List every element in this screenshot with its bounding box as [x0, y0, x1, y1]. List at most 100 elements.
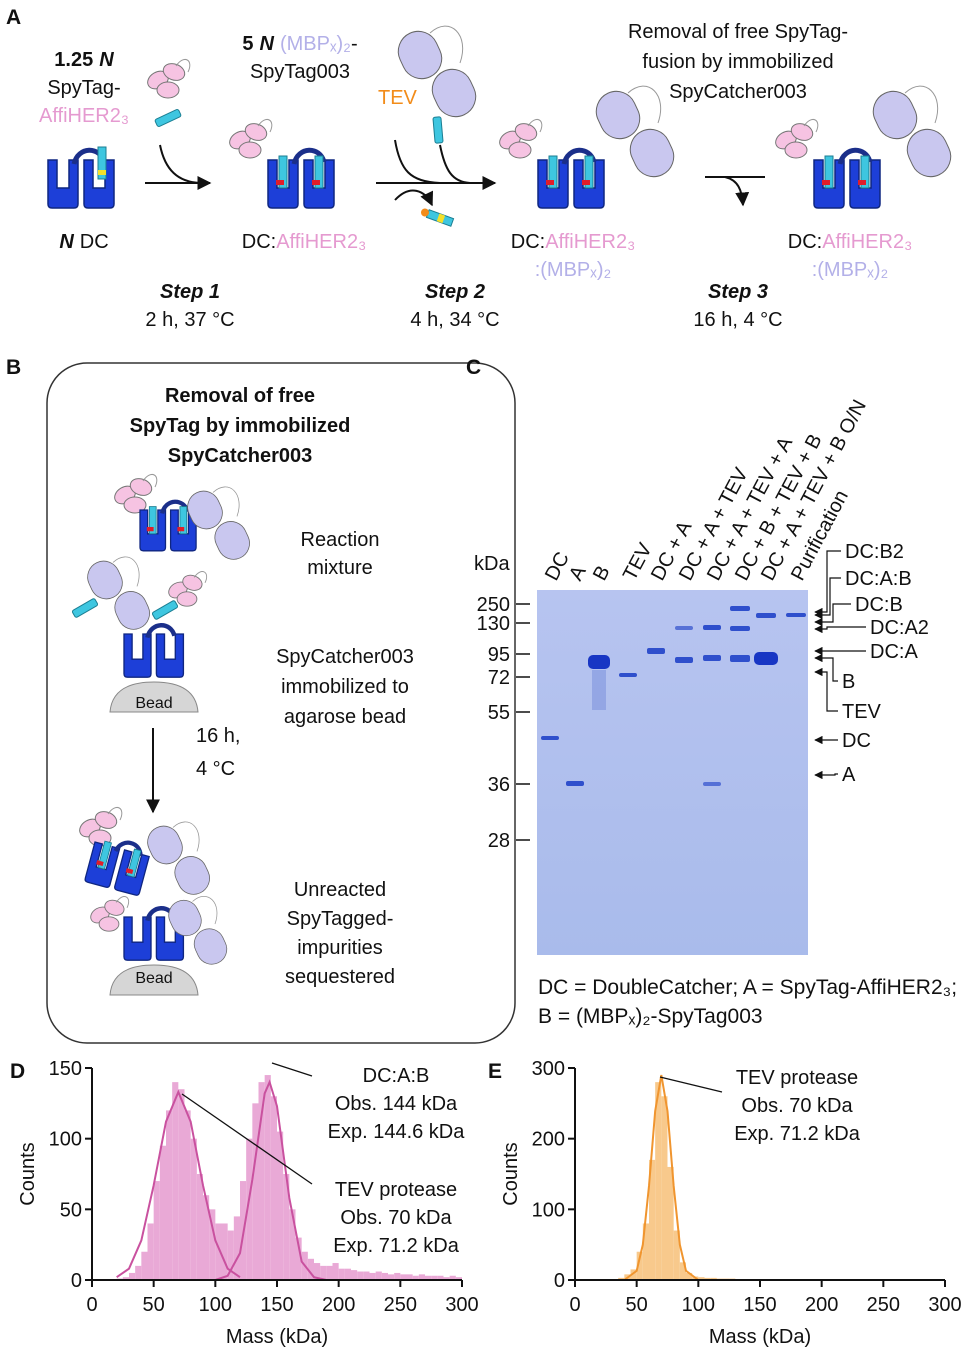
x-tick-label: 0: [86, 1294, 97, 1316]
bar: [326, 1266, 332, 1280]
prefix: DC:: [788, 231, 822, 253]
annotation: DC:A:B: [363, 1065, 430, 1087]
y-tick-label: 300: [532, 1058, 565, 1080]
arrow: [440, 145, 470, 183]
marker-label: 55: [488, 702, 510, 724]
arrow: [725, 177, 743, 205]
spytag: [433, 117, 443, 144]
marker-label: 36: [488, 774, 510, 796]
panel-a: A 1.25N SpyTag- AffiHER2₃ NDC DC:AffiHER…: [6, 6, 957, 331]
amount: 5: [242, 33, 253, 55]
step-name: Step 2: [425, 281, 485, 303]
band: [730, 655, 750, 662]
mbp: (MBPₓ)₂: [280, 33, 351, 55]
panel-letter: A: [6, 6, 21, 29]
band: [703, 782, 721, 786]
marker-label: 28: [488, 830, 510, 852]
y-axis-label: Counts: [17, 1142, 39, 1205]
band: [703, 655, 721, 661]
band-label: B: [842, 671, 855, 693]
bar: [222, 1223, 228, 1280]
label: 16 h,: [196, 725, 240, 747]
step-condition: 4 h, 34 °C: [410, 309, 499, 331]
product-label: DC:AffiHER2₃: [242, 231, 366, 253]
bar: [357, 1272, 363, 1280]
affibody: [144, 59, 189, 98]
band: [675, 657, 693, 663]
complex: [268, 150, 334, 208]
affibody: [772, 119, 817, 158]
marker-label: 72: [488, 667, 510, 689]
annotation: Exp. 144.6 kDa: [328, 1121, 466, 1143]
label: sequestered: [285, 966, 395, 988]
bar: [178, 1089, 184, 1280]
bar: [154, 1181, 160, 1280]
bar: [661, 1096, 667, 1280]
prefix: DC:: [242, 231, 276, 253]
cleaved-tag: [420, 207, 454, 226]
label: Reaction: [301, 529, 380, 551]
annotation: Exp. 71.2 kDa: [333, 1235, 460, 1257]
product-label: DC:AffiHER2₃: [511, 231, 635, 253]
bar: [129, 1273, 135, 1280]
legend-text: B = (MBPₓ)₂-SpyTag003: [538, 1005, 763, 1028]
band-leader: [815, 774, 838, 775]
spytag: [155, 109, 182, 127]
bar: [166, 1110, 172, 1280]
y-tick-label: 100: [532, 1199, 565, 1221]
x-tick-label: 300: [928, 1294, 961, 1316]
band-label: DC: [842, 730, 871, 752]
reagent-amount: 1.25 N: [54, 49, 114, 71]
kda-label: kDa: [474, 553, 510, 575]
amount-unit: N: [99, 49, 114, 71]
bar: [141, 1252, 147, 1280]
reagent-amount: 5N(MBPₓ)₂-: [242, 33, 357, 55]
bar: [333, 1263, 339, 1280]
panel-c: C kDa 2501309572553628DCABTEVDC + ADC + …: [466, 356, 957, 1028]
bar: [376, 1272, 382, 1280]
label: 4 °C: [196, 758, 235, 780]
product-label: DC:AffiHER2₃: [788, 231, 912, 253]
affi: AffiHER2₃: [276, 231, 366, 253]
label: agarose bead: [284, 706, 406, 728]
spytag: [152, 600, 179, 620]
y-tick-label: 200: [532, 1129, 565, 1151]
affibody: [226, 119, 271, 158]
amount: 1.25: [54, 49, 93, 71]
label: impurities: [297, 937, 383, 959]
prefix: DC:: [511, 231, 545, 253]
band: [786, 613, 806, 617]
band-label: DC:B2: [845, 541, 904, 563]
bar: [339, 1269, 345, 1280]
y-tick-label: 100: [49, 1129, 82, 1151]
band-label: DC:A2: [870, 617, 929, 639]
label: mixture: [307, 557, 373, 579]
x-tick-label: 0: [569, 1294, 580, 1316]
bar: [197, 1174, 203, 1280]
bar: [191, 1139, 197, 1280]
reagent-name: SpyTag-: [47, 77, 120, 99]
annotation: Obs. 70 kDa: [741, 1095, 853, 1117]
marker-label: 130: [477, 613, 510, 635]
bar: [135, 1266, 141, 1280]
mbp-fusion: [82, 556, 154, 635]
band-label: TEV: [842, 701, 882, 723]
band: [754, 652, 778, 665]
affi: AffiHER2₃: [822, 231, 912, 253]
dc-text: DC: [80, 231, 109, 253]
affibody: [88, 897, 129, 932]
band: [647, 648, 665, 654]
marker-label: 95: [488, 644, 510, 666]
panel-letter: C: [466, 356, 481, 379]
x-tick-label: 150: [743, 1294, 776, 1316]
bar: [185, 1110, 191, 1280]
x-tick-label: 250: [867, 1294, 900, 1316]
panel-letter: D: [10, 1060, 25, 1083]
bar: [172, 1082, 178, 1280]
bead-label: Bead: [135, 695, 172, 712]
dash: -: [351, 33, 358, 55]
panel-letter: B: [6, 356, 21, 379]
reagent-name: AffiHER2₃: [39, 105, 129, 127]
annotation: TEV protease: [736, 1067, 858, 1089]
